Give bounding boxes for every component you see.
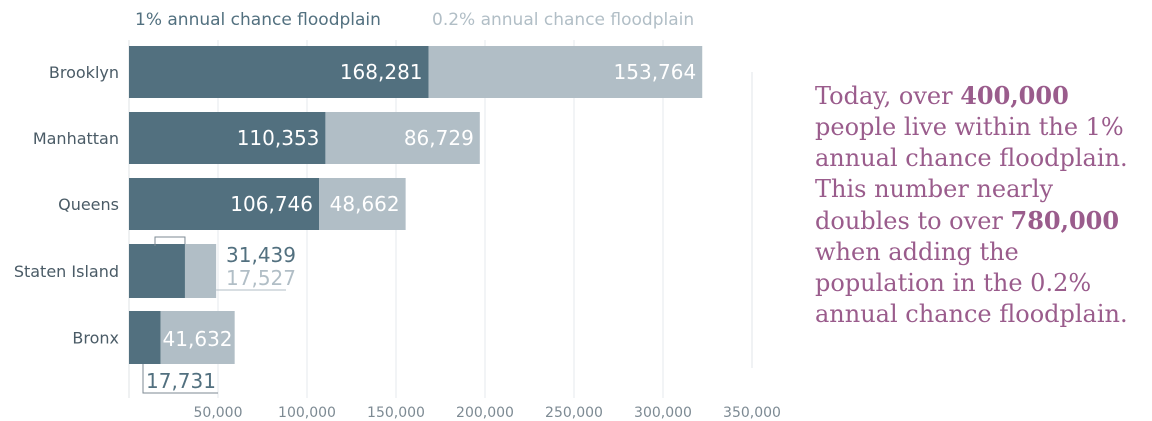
value-labels: 168,281 153,764 110,353 86,729 106,746 48,662… [142,60,697,394]
note-text-2: people live within the 1% annual chance … [815,113,1128,235]
bar-0-2pct [428,46,703,98]
x-tick-label: 350,000 [723,405,781,421]
x-tick-label: 50,000 [194,405,243,421]
category-label: Queens [58,195,119,214]
bar-1pct [129,46,429,98]
x-tick-label: 100,000 [278,405,336,421]
note-text-1: Today, over [815,82,961,110]
value-label-1pct: 106,746 [230,192,313,216]
legend-entry-1pct: 1% annual chance floodplain [135,10,381,30]
bar-1pct [129,112,326,164]
value-label-1pct: 110,353 [237,126,320,150]
floodplain-population-chart: 1% annual chance floodplain 0.2% annual c… [14,10,781,421]
chart-legend: 1% annual chance floodplain 0.2% annual c… [135,10,694,30]
value-label-1pct: 17,731 [146,369,216,393]
bar-1pct [129,178,320,230]
value-label-0-2pct: 153,764 [614,60,697,84]
category-labels: Brooklyn Manhattan Queens Staten Island Bron… [14,63,119,348]
value-label-0-2pct: 48,662 [330,192,400,216]
x-tick-label: 300,000 [634,405,692,421]
x-tick-label: 150,000 [367,405,425,421]
bar-0-2pct [319,178,406,230]
value-label-1pct: 31,439 [226,243,296,267]
x-tick-label: 250,000 [545,405,603,421]
bar-1pct [129,311,161,364]
chart-bars [129,46,703,364]
value-label-0-2pct: 86,729 [404,126,474,150]
category-label: Manhattan [33,129,119,148]
category-label: Brooklyn [49,63,119,82]
category-label: Staten Island [14,262,119,281]
bar-0-2pct [325,112,480,164]
bar-1pct [129,244,185,298]
value-label-1pct: 168,281 [340,60,423,84]
note-highlight-780k: 780,000 [1010,206,1120,235]
summary-note: Today, over 400,000 people live within t… [815,80,1150,330]
bar-0-2pct [184,244,217,298]
label-leader-line [154,236,186,246]
legend-entry-0-2pct: 0.2% annual chance floodplain [432,10,694,30]
x-axis-ticks: 50,000 100,000 150,000 200,000 250,000 300,00… [194,405,781,421]
x-tick-label: 200,000 [456,405,514,421]
value-label-0-2pct: 17,527 [226,266,296,290]
label-leader-line [142,364,218,394]
note-highlight-400k: 400,000 [960,81,1069,110]
note-text-3: when adding the population in the 0.2% a… [815,238,1128,328]
category-label: Bronx [72,329,119,348]
bar-0-2pct [160,311,235,364]
value-label-0-2pct: 41,632 [163,327,233,351]
